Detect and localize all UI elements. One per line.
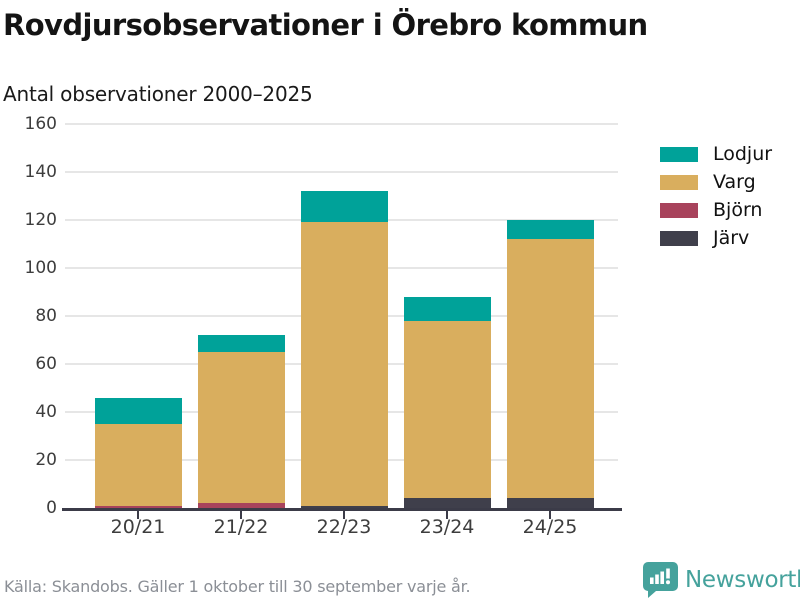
y-tick-label: 80 <box>35 306 57 326</box>
x-category-label: 21/22 <box>213 516 269 538</box>
x-axis-labels: 20/21 21/22 22/23 23/24 24/25 <box>65 516 618 542</box>
x-category-label: 22/23 <box>316 516 372 538</box>
x-axis-tick <box>549 511 551 519</box>
gridline-160 <box>65 123 618 125</box>
bar-segment-22-23-Lodjur <box>300 191 388 223</box>
legend-label: Varg <box>713 171 756 193</box>
bar-segment-20-21-Björn <box>94 505 182 508</box>
bar-segment-21-22-Björn <box>197 503 285 508</box>
x-axis-tick <box>137 511 139 519</box>
x-axis-tick <box>446 511 448 519</box>
x-category-label: 23/24 <box>419 516 475 538</box>
legend: Lodjur Varg Björn Järv <box>660 140 772 252</box>
y-tick-label: 100 <box>24 258 57 278</box>
legend-swatch-varg <box>660 174 698 190</box>
y-tick-label: 40 <box>35 402 57 422</box>
y-axis-labels: 0 20 40 60 80 100 120 140 160 <box>0 114 57 518</box>
legend-item-järv: Järv <box>660 224 772 252</box>
legend-label: Järv <box>713 227 750 249</box>
newsworthy-wordmark: Newsworthy <box>685 567 800 593</box>
x-axis-tick <box>343 511 345 519</box>
bar-segment-21-22-Varg <box>197 352 285 504</box>
y-tick-label: 160 <box>24 114 57 134</box>
legend-item-varg: Varg <box>660 168 772 196</box>
newsworthy-branding: Newsworthy <box>643 562 800 598</box>
bar-segment-23-24-Varg <box>403 320 491 499</box>
bar-segment-20-21-Varg <box>94 424 182 506</box>
bar-segment-24-25-Lodjur <box>506 220 594 240</box>
bar-segment-23-24-Järv <box>403 498 491 508</box>
newsworthy-logo-icon <box>643 562 678 598</box>
y-tick-label: 0 <box>46 498 57 518</box>
bar-segment-20-21-Lodjur <box>94 397 182 424</box>
legend-label: Lodjur <box>713 143 773 165</box>
chart-subtitle: Antal observationer 2000–2025 <box>3 82 313 106</box>
x-category-label: 20/21 <box>110 516 166 538</box>
bar-segment-22-23-Järv <box>300 505 388 508</box>
x-axis-tick <box>240 511 242 519</box>
bar-segment-22-23-Varg <box>300 222 388 506</box>
x-axis-line <box>62 508 622 511</box>
legend-item-lodjur: Lodjur <box>660 140 772 168</box>
legend-swatch-järv <box>660 230 698 246</box>
bar-segment-21-22-Lodjur <box>197 335 285 352</box>
bar-segment-23-24-Lodjur <box>403 296 491 321</box>
legend-label: Björn <box>713 199 763 221</box>
y-tick-label: 140 <box>24 162 57 182</box>
source-note: Källa: Skandobs. Gäller 1 oktober till 3… <box>4 577 471 596</box>
y-tick-label: 60 <box>35 354 57 374</box>
gridline-140 <box>65 171 618 173</box>
bar-segment-24-25-Varg <box>506 239 594 499</box>
y-tick-label: 120 <box>24 210 57 230</box>
y-tick-label: 20 <box>35 450 57 470</box>
x-category-label: 24/25 <box>522 516 578 538</box>
legend-swatch-björn <box>660 202 698 218</box>
chart-title: Rovdjursobservationer i Örebro kommun <box>3 8 648 42</box>
legend-swatch-lodjur <box>660 146 698 162</box>
bar-segment-24-25-Järv <box>506 498 594 508</box>
plot-area <box>62 123 622 519</box>
legend-item-björn: Björn <box>660 196 772 224</box>
